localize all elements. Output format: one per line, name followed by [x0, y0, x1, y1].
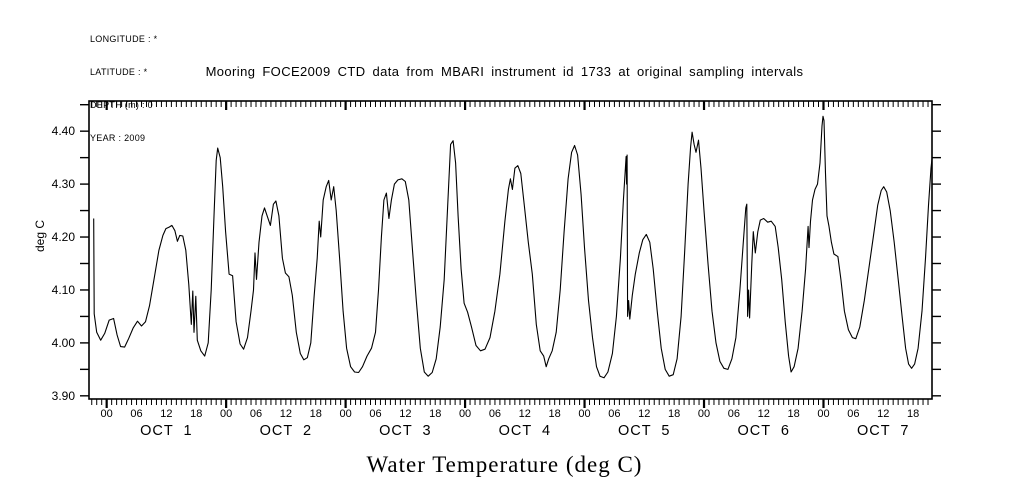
hour-tick-label: 00 — [698, 408, 710, 420]
hour-tick-label: 12 — [280, 408, 292, 420]
hour-tick-label: 00 — [220, 408, 232, 420]
y-axis-tick-label: 4.40 — [52, 124, 76, 138]
y-axis-tick-label: 4.00 — [52, 336, 76, 350]
hour-tick-label: 06 — [847, 408, 859, 420]
hour-tick-label: 00 — [817, 408, 829, 420]
y-axis-tick-label: 4.30 — [52, 177, 76, 191]
hour-tick-label: 18 — [787, 408, 799, 420]
y-axis-tick-label: 4.20 — [52, 230, 76, 244]
day-label: OCT 4 — [499, 423, 551, 439]
day-label: OCT 3 — [379, 423, 431, 439]
hour-tick-label: 00 — [101, 408, 113, 420]
hour-tick-label: 06 — [728, 408, 740, 420]
hour-tick-label: 18 — [549, 408, 561, 420]
hour-tick-label: 06 — [250, 408, 262, 420]
y-axis-tick-label: 4.10 — [52, 283, 76, 297]
temperature-line — [93, 115, 933, 379]
metadata-latitude: LATITUDE : * — [90, 67, 148, 77]
hour-tick-label: 06 — [608, 408, 620, 420]
chart-title: Mooring FOCE2009 CTD data from MBARI ins… — [205, 64, 804, 79]
day-label: OCT 2 — [260, 423, 312, 439]
day-label: OCT 7 — [857, 423, 909, 439]
hour-tick-label: 06 — [369, 408, 381, 420]
day-label: OCT 6 — [738, 423, 790, 439]
x-axis-title: Water Temperature (deg C) — [366, 452, 643, 477]
hour-tick-label: 12 — [638, 408, 650, 420]
hour-tick-label: 18 — [190, 408, 202, 420]
day-label: OCT 1 — [140, 423, 192, 439]
hour-tick-label: 18 — [310, 408, 322, 420]
metadata-longitude: LONGITUDE : * — [90, 34, 158, 44]
hour-tick-label: 06 — [489, 408, 501, 420]
hour-tick-label: 18 — [429, 408, 441, 420]
hour-tick-label: 00 — [459, 408, 471, 420]
metadata-year: YEAR : 2009 — [90, 133, 146, 143]
hour-tick-label: 18 — [668, 408, 680, 420]
hour-tick-label: 12 — [519, 408, 531, 420]
hour-tick-label: 12 — [160, 408, 172, 420]
day-label: OCT 5 — [618, 423, 670, 439]
hour-tick-label: 12 — [758, 408, 770, 420]
hour-tick-label: 12 — [399, 408, 411, 420]
hour-tick-label: 00 — [578, 408, 590, 420]
plot-border — [88, 100, 933, 400]
hour-tick-label: 00 — [339, 408, 351, 420]
hour-tick-label: 12 — [877, 408, 889, 420]
y-axis-tick-label: 3.90 — [52, 389, 76, 403]
hour-tick-label: 18 — [907, 408, 919, 420]
hour-tick-label: 06 — [130, 408, 142, 420]
